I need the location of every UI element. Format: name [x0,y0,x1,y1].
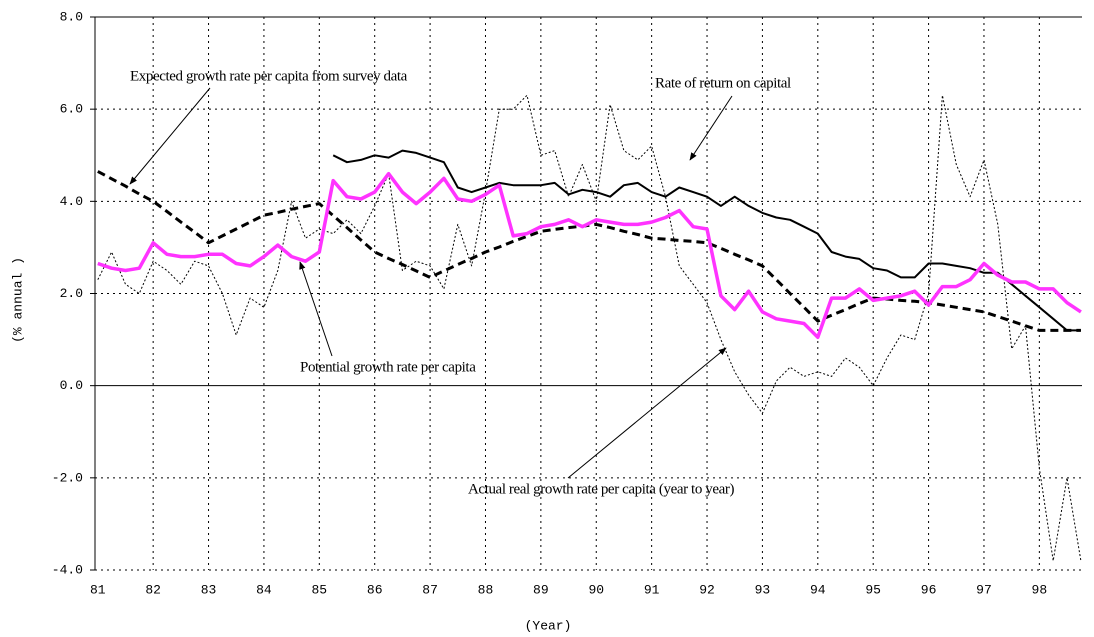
y-tick-label: 4.0 [60,194,83,209]
x-tick-label: 89 [533,582,549,597]
annotation: Actual real growth rate per capita (year… [468,481,734,497]
x-tick-label: 86 [367,582,383,597]
y-tick-label: 0.0 [60,378,83,393]
arrows [129,87,733,479]
x-tick-label: 81 [90,582,106,597]
y-tick-label: -2.0 [52,470,83,485]
x-tick-label: 84 [256,582,272,597]
annotation: Rate of return on capital [655,75,791,91]
x-tick-label: 94 [810,582,826,597]
x-tick-label: 96 [921,582,937,597]
y-tick-label: 6.0 [60,102,83,117]
arrow [129,87,211,185]
x-tick-label: 87 [422,582,438,597]
x-tick-label: 92 [699,582,715,597]
x-axis-label: (Year) [525,618,572,633]
series-line [97,171,1082,340]
x-tick-label: 83 [201,582,217,597]
arrow [299,261,333,357]
y-tick-label: 2.0 [60,286,83,301]
series-line [97,170,1081,332]
y-tick-label: -4.0 [52,562,83,577]
x-tick-label: 93 [755,582,771,597]
x-tick-label: 95 [865,582,881,597]
annotation: Expected growth rate per capita from sur… [130,68,408,84]
x-tick-label: 98 [1032,582,1048,597]
x-tick-label: 91 [644,582,660,597]
arrow [689,95,733,161]
series-line [332,149,1081,332]
x-tick-label: 97 [976,582,992,597]
x-tick-label: 88 [478,582,494,597]
x-tick-label: 82 [145,582,161,597]
arrow [567,347,727,479]
series-line [97,94,1082,562]
x-tick-label: 90 [588,582,604,597]
annotation: Potential growth rate per capita [300,359,476,375]
y-tick-label: 8.0 [60,9,83,24]
x-tick-label: 85 [312,582,328,597]
y-axis-label: (% annual ) [10,257,25,343]
